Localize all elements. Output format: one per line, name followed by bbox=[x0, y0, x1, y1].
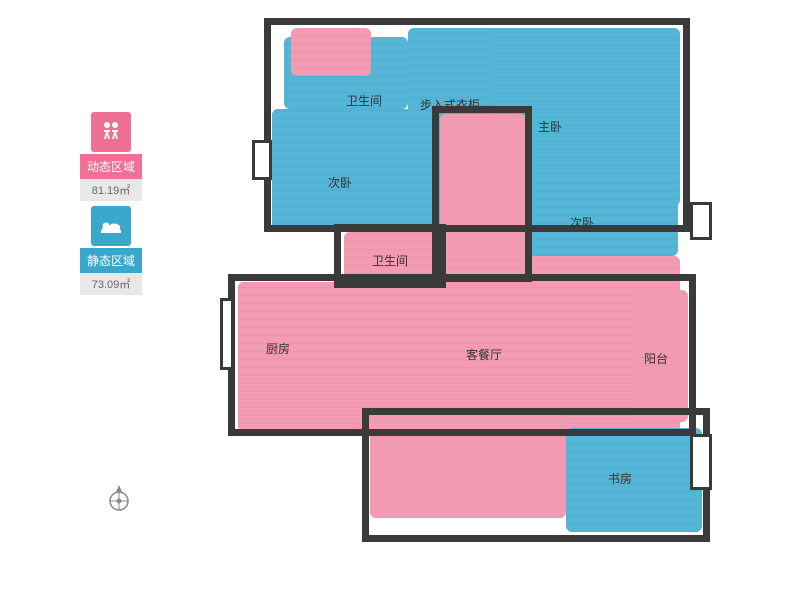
sleep-icon bbox=[91, 206, 131, 246]
people-icon bbox=[91, 112, 131, 152]
legend-dynamic-title: 动态区域 bbox=[80, 154, 142, 179]
floorplan: 主卧步入式衣柜卫生间次卧次卧卫生间厨房客餐厅阳台书房 bbox=[220, 18, 750, 578]
wall-outline-4 bbox=[432, 106, 532, 282]
wall-outline-2 bbox=[362, 408, 710, 542]
legend-static-title: 静态区域 bbox=[80, 248, 142, 273]
wall-bump-2 bbox=[690, 434, 712, 490]
legend-static: 静态区域 73.09㎡ bbox=[80, 206, 142, 295]
compass-icon bbox=[105, 485, 133, 513]
wall-bump-0 bbox=[252, 140, 272, 180]
legend-static-value: 73.09㎡ bbox=[80, 273, 142, 295]
wall-bump-1 bbox=[690, 202, 712, 240]
wall-bump-3 bbox=[220, 298, 234, 370]
wall-outline-3 bbox=[334, 224, 446, 288]
legend-dynamic-value: 81.19㎡ bbox=[80, 179, 142, 201]
legend-dynamic: 动态区域 81.19㎡ bbox=[80, 112, 142, 201]
